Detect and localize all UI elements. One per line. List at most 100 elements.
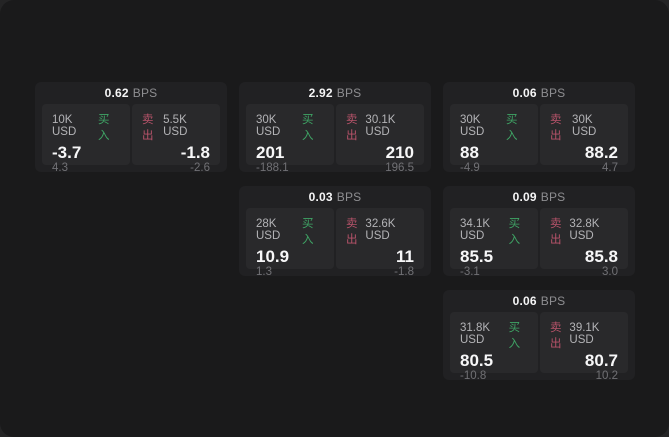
buy-panel[interactable]: 31.8K USD 买入 80.5 -10.8 bbox=[450, 312, 538, 380]
sell-panel[interactable]: 卖出 32.6K USD 11 -1.8 bbox=[336, 208, 424, 276]
sell-sub-value: -2.6 bbox=[190, 162, 210, 172]
sell-amount: 30.1K USD bbox=[365, 114, 396, 138]
sell-side-label: 卖出 bbox=[142, 114, 154, 142]
quote-card: 2.92 BPS 30K USD 买入 201 -188.1 卖出 30.1K U… bbox=[239, 82, 431, 172]
buy-sub-value: 4.3 bbox=[52, 162, 68, 172]
quote-panels: 31.8K USD 买入 80.5 -10.8 卖出 39.1K USD 80.… bbox=[443, 312, 635, 380]
buy-price: 80.5 bbox=[460, 351, 494, 370]
quote-card: 0.62 BPS 10K USD 买入 -3.7 4.3 卖出 5.5K USD … bbox=[35, 82, 227, 172]
sell-sub-value: 4.7 bbox=[602, 162, 618, 172]
sell-sub-value: 196.5 bbox=[385, 162, 414, 172]
buy-side-label: 买入 bbox=[97, 114, 110, 142]
sell-panel[interactable]: 卖出 39.1K USD 80.7 10.2 bbox=[540, 312, 628, 380]
sell-price: -1.8 bbox=[180, 143, 210, 162]
sell-panel[interactable]: 卖出 30K USD 88.2 4.7 bbox=[540, 104, 628, 172]
sell-panel[interactable]: 卖出 30.1K USD 210 196.5 bbox=[336, 104, 424, 172]
quote-panels: 34.1K USD 买入 85.5 -3.1 卖出 32.8K USD 85.8… bbox=[443, 208, 635, 276]
sell-price: 210 bbox=[385, 143, 414, 162]
buy-side-label: 买入 bbox=[505, 114, 518, 142]
buy-panel-top: 28K USD 买入 bbox=[256, 215, 324, 247]
buy-panel[interactable]: 28K USD 买入 10.9 1.3 bbox=[246, 208, 334, 276]
quote-panels: 10K USD 买入 -3.7 4.3 卖出 5.5K USD -1.8 -2.… bbox=[35, 104, 227, 172]
buy-price: 201 bbox=[256, 143, 285, 162]
card-header: 0.03 BPS bbox=[239, 186, 431, 208]
buy-side-label: 买入 bbox=[508, 322, 521, 350]
buy-amount: 34.1K USD bbox=[460, 218, 491, 242]
card-header: 2.92 BPS bbox=[239, 82, 431, 104]
buy-sub-value: -188.1 bbox=[256, 162, 289, 172]
buy-price: 88 bbox=[460, 143, 479, 162]
sell-panel[interactable]: 卖出 5.5K USD -1.8 -2.6 bbox=[132, 104, 220, 172]
buy-panel[interactable]: 10K USD 买入 -3.7 4.3 bbox=[42, 104, 130, 172]
card-header: 0.62 BPS bbox=[35, 82, 227, 104]
buy-amount: 28K USD bbox=[256, 218, 281, 242]
sell-price: 85.8 bbox=[584, 247, 618, 266]
buy-amount: 30K USD bbox=[256, 114, 281, 138]
sell-panel-top: 卖出 30K USD bbox=[550, 111, 618, 143]
sell-price: 88.2 bbox=[584, 143, 618, 162]
buy-panel-top: 30K USD 买入 bbox=[256, 111, 324, 143]
buy-amount: 31.8K USD bbox=[460, 322, 491, 346]
buy-amount: 10K USD bbox=[52, 114, 77, 138]
bps-unit-label: BPS bbox=[336, 190, 362, 204]
sell-sub-value: 10.2 bbox=[595, 370, 618, 380]
card-header: 0.06 BPS bbox=[443, 82, 635, 104]
buy-panel-top: 34.1K USD 买入 bbox=[460, 215, 528, 247]
bps-value: 0.62 bbox=[104, 86, 129, 100]
bps-value: 0.06 bbox=[512, 294, 537, 308]
buy-sub-value: 1.3 bbox=[256, 266, 272, 276]
quote-card: 0.09 BPS 34.1K USD 买入 85.5 -3.1 卖出 32.8K … bbox=[443, 186, 635, 276]
sell-amount: 5.5K USD bbox=[163, 114, 188, 138]
sell-side-label: 卖出 bbox=[346, 218, 358, 246]
sell-amount: 30K USD bbox=[572, 114, 597, 138]
quote-card: 0.06 BPS 30K USD 买入 88 -4.9 卖出 30K USD 88… bbox=[443, 82, 635, 172]
quote-card: 0.03 BPS 28K USD 买入 10.9 1.3 卖出 32.6K USD… bbox=[239, 186, 431, 276]
sell-panel-top: 卖出 32.8K USD bbox=[550, 215, 618, 247]
buy-price: -3.7 bbox=[52, 143, 82, 162]
sell-sub-value: -1.8 bbox=[394, 266, 414, 276]
sell-side-label: 卖出 bbox=[346, 114, 358, 142]
buy-amount: 30K USD bbox=[460, 114, 485, 138]
sell-sub-value: 3.0 bbox=[602, 266, 618, 276]
bps-value: 0.06 bbox=[512, 86, 537, 100]
sell-amount: 32.6K USD bbox=[365, 218, 396, 242]
quote-panels: 30K USD 买入 88 -4.9 卖出 30K USD 88.2 4.7 bbox=[443, 104, 635, 172]
buy-side-label: 买入 bbox=[508, 218, 521, 246]
sell-price: 11 bbox=[396, 247, 414, 266]
sell-side-label: 卖出 bbox=[550, 218, 562, 246]
buy-side-label: 买入 bbox=[301, 218, 314, 246]
sell-side-label: 卖出 bbox=[550, 322, 562, 350]
buy-panel-top: 31.8K USD 买入 bbox=[460, 319, 528, 351]
buy-side-label: 买入 bbox=[301, 114, 314, 142]
bps-unit-label: BPS bbox=[336, 86, 362, 100]
buy-panel[interactable]: 34.1K USD 买入 85.5 -3.1 bbox=[450, 208, 538, 276]
bps-unit-label: BPS bbox=[132, 86, 158, 100]
sell-side-label: 卖出 bbox=[550, 114, 562, 142]
buy-sub-value: -10.8 bbox=[460, 370, 487, 380]
quote-card: 0.06 BPS 31.8K USD 买入 80.5 -10.8 卖出 39.1K… bbox=[443, 290, 635, 380]
sell-panel-top: 卖出 32.6K USD bbox=[346, 215, 414, 247]
buy-panel-top: 10K USD 买入 bbox=[52, 111, 120, 143]
buy-panel-top: 30K USD 买入 bbox=[460, 111, 528, 143]
quote-panels: 28K USD 买入 10.9 1.3 卖出 32.6K USD 11 -1.8 bbox=[239, 208, 431, 276]
card-header: 0.06 BPS bbox=[443, 290, 635, 312]
buy-sub-value: -4.9 bbox=[460, 162, 480, 172]
card-header: 0.09 BPS bbox=[443, 186, 635, 208]
bps-value: 0.09 bbox=[512, 190, 537, 204]
sell-amount: 32.8K USD bbox=[569, 218, 600, 242]
buy-panel[interactable]: 30K USD 买入 201 -188.1 bbox=[246, 104, 334, 172]
sell-panel-top: 卖出 5.5K USD bbox=[142, 111, 210, 143]
bps-unit-label: BPS bbox=[540, 86, 566, 100]
sell-price: 80.7 bbox=[584, 351, 618, 370]
sell-panel-top: 卖出 30.1K USD bbox=[346, 111, 414, 143]
buy-sub-value: -3.1 bbox=[460, 266, 480, 276]
sell-panel[interactable]: 卖出 32.8K USD 85.8 3.0 bbox=[540, 208, 628, 276]
buy-price: 85.5 bbox=[460, 247, 494, 266]
bps-value: 0.03 bbox=[308, 190, 333, 204]
buy-panel[interactable]: 30K USD 买入 88 -4.9 bbox=[450, 104, 538, 172]
bps-value: 2.92 bbox=[308, 86, 333, 100]
sell-amount: 39.1K USD bbox=[569, 322, 600, 346]
bps-unit-label: BPS bbox=[540, 190, 566, 204]
